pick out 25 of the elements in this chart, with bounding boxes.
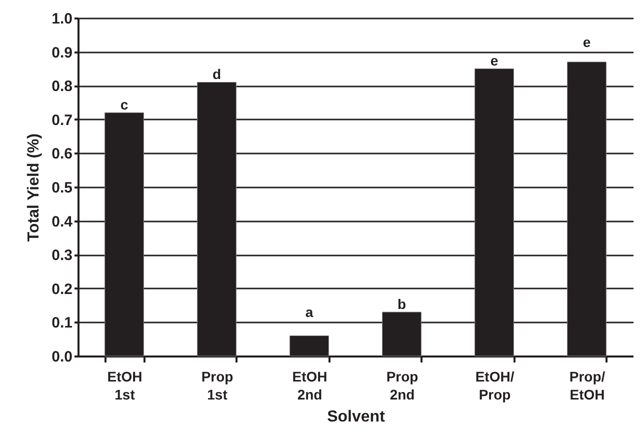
y-tick-label: 0.5 [52,180,72,196]
y-tick-label: 0.8 [52,78,72,96]
x-tick-label: Prop/ EtOH [569,368,606,402]
annotation: e [490,52,498,69]
y-tick-label: 0.9 [52,44,72,62]
y-tick-label: 0.3 [52,247,72,264]
annotation: a [305,304,314,320]
x-tick-label: EtOH 2nd [292,368,328,402]
y-tick-label: 0.6 [52,146,72,163]
y-tick-label: 0.2 [52,280,72,298]
y-tick-label: 0.0 [52,348,72,366]
x-tick-label: Prop 2nd [386,368,418,402]
annotation: c [120,96,128,113]
y-tick-label: 0.1 [52,314,72,332]
y-axis-title: Total Yield (%) [26,133,43,242]
y-tick-label: 0.4 [52,213,74,230]
annotation: e [582,34,591,50]
y-tick-label: 1.0 [52,10,72,28]
y-tick-label: 0.7 [52,112,72,129]
annotation: b [397,296,406,312]
annotation: d [212,66,222,82]
x-tick-label: EtOH/ Prop [475,368,514,402]
x-axis-title: Solvent [327,408,386,426]
x-tick-label: Prop 1st [201,368,234,402]
x-tick-label: EtOH 1st [107,368,142,402]
